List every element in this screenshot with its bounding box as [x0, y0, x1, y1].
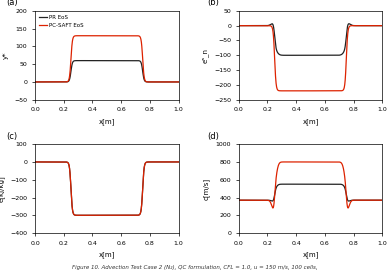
Text: (c): (c) — [6, 132, 18, 141]
PR EoS — [146, 80, 151, 83]
PC-SAFT EoS — [99, 34, 103, 37]
Y-axis label: eᵃ_n: eᵃ_n — [202, 48, 209, 63]
PR EoS — [33, 80, 37, 83]
PC-SAFT EoS — [172, 80, 177, 83]
Line: PC-SAFT EoS: PC-SAFT EoS — [35, 36, 179, 82]
PR EoS — [99, 59, 103, 62]
PR EoS — [172, 80, 177, 83]
Line: PR EoS: PR EoS — [35, 61, 179, 82]
PC-SAFT EoS — [40, 80, 45, 83]
X-axis label: x[m]: x[m] — [302, 251, 319, 258]
PC-SAFT EoS — [33, 80, 37, 83]
Y-axis label: c[m/s]: c[m/s] — [203, 178, 210, 200]
Text: (a): (a) — [6, 0, 18, 7]
PR EoS — [40, 80, 45, 83]
PC-SAFT EoS — [95, 34, 100, 37]
PR EoS — [95, 59, 100, 62]
PC-SAFT EoS — [176, 80, 181, 83]
Legend: PR EoS, PC-SAFT EoS: PR EoS, PC-SAFT EoS — [38, 14, 85, 29]
PC-SAFT EoS — [146, 80, 151, 83]
X-axis label: x[m]: x[m] — [99, 118, 115, 125]
X-axis label: x[m]: x[m] — [99, 251, 115, 258]
PR EoS — [176, 80, 181, 83]
Text: (d): (d) — [207, 132, 219, 141]
Y-axis label: y*: y* — [3, 51, 9, 59]
PC-SAFT EoS — [103, 34, 107, 37]
X-axis label: x[m]: x[m] — [302, 118, 319, 125]
PR EoS — [172, 80, 177, 83]
Text: (b): (b) — [207, 0, 219, 7]
Text: Figure 10. Advection Test Case 2 (N₂), QC formulation, CFL = 1.0, u = 150 m/s, 1: Figure 10. Advection Test Case 2 (N₂), Q… — [72, 265, 318, 270]
PR EoS — [103, 59, 107, 62]
Y-axis label: e[kJ/kg]: e[kJ/kg] — [0, 175, 5, 202]
PC-SAFT EoS — [172, 80, 177, 83]
